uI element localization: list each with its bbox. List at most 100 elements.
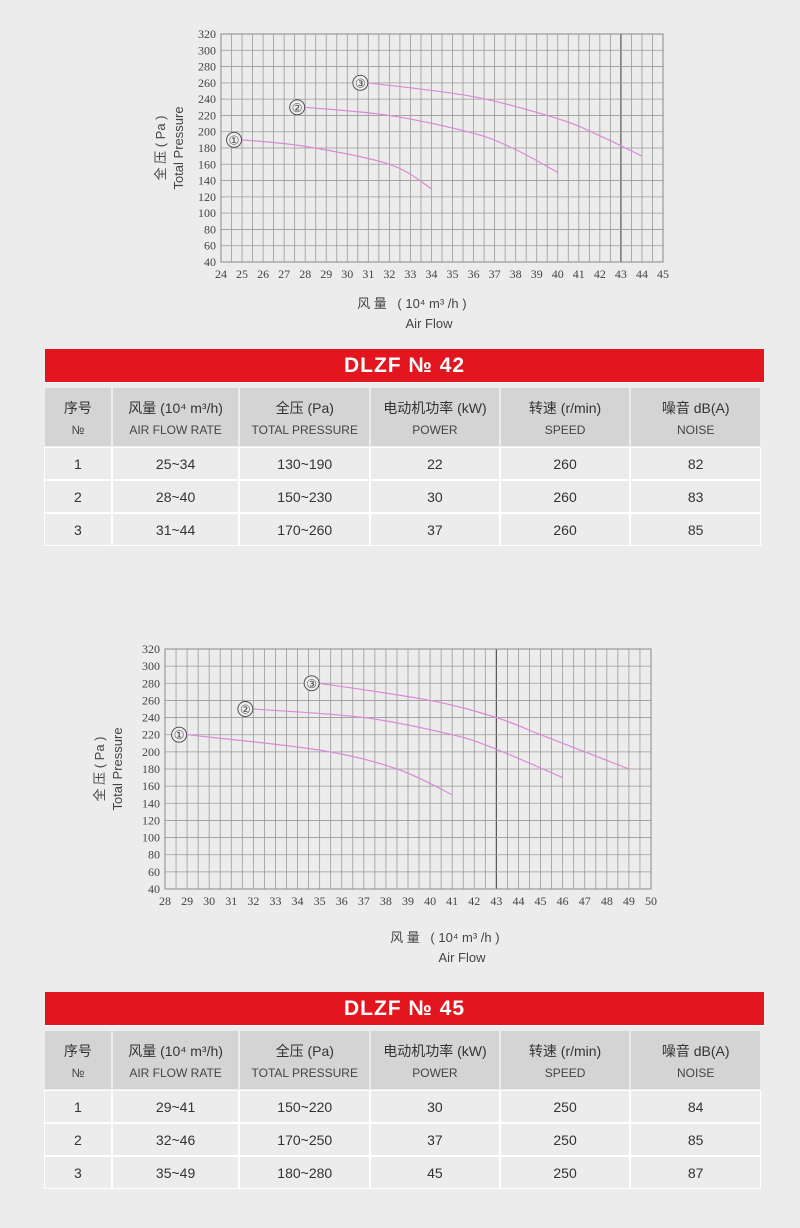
cell-no: 2	[44, 480, 112, 513]
x-tick-label: 49	[623, 894, 635, 908]
x-tick-label: 41	[573, 267, 585, 281]
cell-speed: 250	[499, 1156, 631, 1189]
y-tick-label: 60	[148, 865, 160, 879]
x-tick-label: 26	[257, 267, 269, 281]
spec-table-dlzf-42: DLZF № 42 序号 № 风量 (10⁴ m³/h) AIR FLOW RATE 全…	[44, 349, 764, 547]
header-en: SPEED	[544, 1065, 586, 1080]
series-curve-2	[305, 106, 559, 173]
cell-noise: 87	[630, 1156, 761, 1189]
x-tick-label: 42	[468, 894, 480, 908]
header-noise: 噪音 dB(A) NOISE	[631, 388, 760, 446]
y-tick-label: 320	[142, 642, 160, 656]
x-tick-label: 37	[489, 267, 501, 281]
header-cn: 转速 (r/min)	[528, 1042, 602, 1059]
plot-frame	[164, 648, 652, 890]
x-tick-label: 35	[314, 894, 326, 908]
x-tick-label: 31	[362, 267, 374, 281]
header-cn: 全压 (Pa)	[275, 399, 334, 416]
x-tick-label: 41	[446, 894, 458, 908]
cell-no: 1	[44, 447, 112, 480]
x-tick-label: 39	[402, 894, 414, 908]
series-label: ①	[174, 728, 185, 742]
y-tick-label: 220	[198, 108, 216, 122]
cell-total-pressure: 150~220	[239, 1090, 371, 1123]
y-axis-title: 全 压 ( Pa ) Total Pressure	[92, 727, 125, 810]
cell-total-pressure: 130~190	[239, 447, 371, 480]
x-tick-label: 35	[447, 267, 459, 281]
cell-speed: 260	[499, 513, 631, 546]
x-tick-label: 40	[552, 267, 564, 281]
series-marker-circle	[171, 726, 188, 743]
y-tick-label: 100	[142, 831, 160, 845]
y-tick-label: 80	[148, 848, 160, 862]
header-en: TOTAL PRESSURE	[251, 422, 358, 437]
x-tick-label: 45	[535, 894, 547, 908]
x-tick-label: 31	[225, 894, 237, 908]
header-cn: 转速 (r/min)	[528, 399, 602, 416]
table-row: 3 31~44 170~260 37 260 85	[44, 513, 761, 546]
header-air-flow: 风量 (10⁴ m³/h) AIR FLOW RATE	[112, 388, 239, 446]
y-tick-label: 120	[142, 813, 160, 827]
y-tick-label: 280	[198, 60, 216, 74]
x-tick-label: 38	[510, 267, 522, 281]
series-marker-circle	[226, 131, 242, 148]
y-tick-label: 40	[204, 255, 216, 269]
x-axis-title-en: Air Flow	[406, 316, 454, 331]
cell-total-pressure: 170~250	[239, 1123, 371, 1156]
header-cn: 电动机功率 (kW)	[383, 1042, 487, 1059]
header-cn: 全压 (Pa)	[275, 1042, 334, 1059]
y-tick-label: 100	[198, 206, 216, 220]
cell-air-flow: 35~49	[111, 1156, 240, 1189]
cell-power: 45	[370, 1156, 500, 1189]
series-label: ①	[229, 133, 240, 147]
header-cn: 风量 (10⁴ m³/h)	[128, 1042, 223, 1059]
header-en: NOISE	[677, 422, 715, 437]
y-axis-title-en: Total Pressure	[110, 727, 125, 810]
y-tick-label: 120	[198, 190, 216, 204]
cell-speed: 250	[499, 1090, 631, 1123]
header-power: 电动机功率 (kW) POWER	[371, 1031, 499, 1089]
series-marker-circle	[289, 99, 306, 116]
y-axis-title: 全 压 ( Pa ) Total Pressure	[153, 106, 186, 189]
spec-table-dlzf-45: DLZF № 45 序号 № 风量 (10⁴ m³/h) AIR FLOW RATE 全…	[44, 992, 764, 1190]
x-tick-label: 46	[557, 894, 569, 908]
table-row: 2 28~40 150~230 30 260 83	[44, 480, 761, 513]
x-axis-title-cn: 风 量	[357, 296, 387, 311]
header-cn: 电动机功率 (kW)	[383, 399, 487, 416]
cell-air-flow: 31~44	[111, 513, 240, 546]
x-tick-label: 25	[236, 267, 248, 281]
header-row: 序号 № 风量 (10⁴ m³/h) AIR FLOW RATE 全压 (Pa) TOTA…	[45, 388, 760, 446]
x-tick-label: 28	[299, 267, 311, 281]
cell-power: 30	[370, 480, 500, 513]
table-title: DLZF № 42	[45, 349, 764, 383]
y-tick-label: 140	[142, 796, 160, 810]
cell-total-pressure: 170~260	[239, 513, 371, 546]
series-label: ②	[292, 101, 303, 115]
x-tick-label: 32	[383, 267, 395, 281]
header-noise: 噪音 dB(A) NOISE	[631, 1031, 760, 1089]
cell-air-flow: 32~46	[111, 1123, 240, 1156]
y-tick-label: 160	[198, 157, 216, 171]
x-tick-label: 28	[159, 894, 171, 908]
cell-noise: 85	[630, 513, 761, 546]
y-tick-label: 220	[142, 728, 160, 742]
x-tick-label: 36	[336, 894, 348, 908]
series-label: ③	[355, 76, 366, 90]
x-tick-label: 47	[579, 894, 591, 908]
header-speed: 转速 (r/min) SPEED	[500, 1031, 630, 1089]
x-tick-label: 37	[358, 894, 370, 908]
cell-no: 3	[44, 513, 112, 546]
x-tick-label: 29	[181, 894, 193, 908]
x-tick-label: 48	[601, 894, 613, 908]
cell-total-pressure: 180~280	[239, 1156, 371, 1189]
x-tick-label: 33	[404, 267, 416, 281]
series-marker-circle	[237, 701, 254, 717]
table-row: 2 32~46 170~250 37 250 85	[44, 1123, 761, 1156]
cell-air-flow: 25~34	[111, 447, 240, 480]
cell-noise: 84	[630, 1090, 761, 1123]
x-tick-label: 30	[341, 267, 353, 281]
x-tick-label: 30	[203, 894, 215, 908]
header-cn: 风量 (10⁴ m³/h)	[128, 399, 223, 416]
x-tick-label: 40	[424, 894, 436, 908]
x-tick-label: 34	[292, 894, 304, 908]
